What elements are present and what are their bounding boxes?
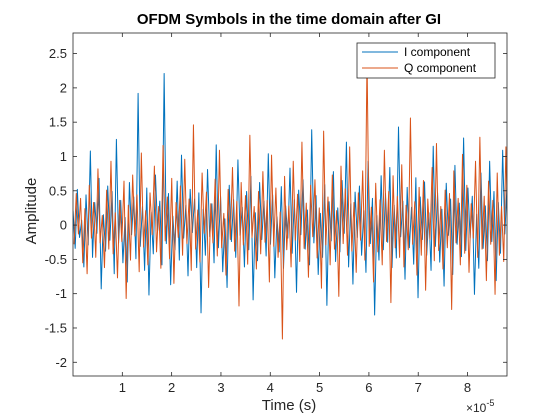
series-layer <box>73 57 507 340</box>
y-tick-label: 0 <box>60 218 67 233</box>
plot-area <box>73 33 507 376</box>
x-tick-label: 6 <box>365 380 372 395</box>
plot-box <box>72 32 508 377</box>
y-tick-label: -0.5 <box>45 252 67 267</box>
legend-label-q-component: Q component <box>404 61 477 75</box>
x-tick-label: 2 <box>168 380 175 395</box>
y-tick-label: -1 <box>55 286 67 301</box>
y-tick-label: 2 <box>60 80 67 95</box>
y-tick-label: 1.5 <box>49 115 67 130</box>
x-tick-label: 1 <box>119 380 126 395</box>
x-axis-exponent: ×10-5 <box>466 398 494 415</box>
legend: I component Q component <box>356 42 496 79</box>
x-tick-label: 5 <box>316 380 323 395</box>
y-tick-label: 1 <box>60 149 67 164</box>
legend-box <box>356 42 496 79</box>
x-tick-label: 4 <box>267 380 274 395</box>
series-line-i-component <box>73 72 507 316</box>
series-line-q-component <box>73 57 507 340</box>
x-axis-exponent-power: -5 <box>486 398 494 408</box>
legend-label-i-component: I component <box>404 45 471 59</box>
y-tick-label: 0.5 <box>49 183 67 198</box>
chart-title: OFDM Symbols in the time domain after GI <box>137 11 441 28</box>
x-axis-exponent-base: ×10 <box>466 401 487 415</box>
axis-ticks: 1 2 3 4 5 6 7 8 -2 -1.5 -1 -0.5 0 0.5 1 1.5 2 2.5 <box>45 33 507 395</box>
x-tick-label: 8 <box>464 380 471 395</box>
y-tick-label: -2 <box>55 355 67 370</box>
x-axis-label: Time (s) <box>262 397 316 414</box>
x-tick-label: 7 <box>415 380 422 395</box>
x-tick-label: 3 <box>217 380 224 395</box>
y-axis-label: Amplitude <box>23 178 40 245</box>
y-tick-label: 2.5 <box>49 46 67 61</box>
y-tick-label: -1.5 <box>45 320 67 335</box>
